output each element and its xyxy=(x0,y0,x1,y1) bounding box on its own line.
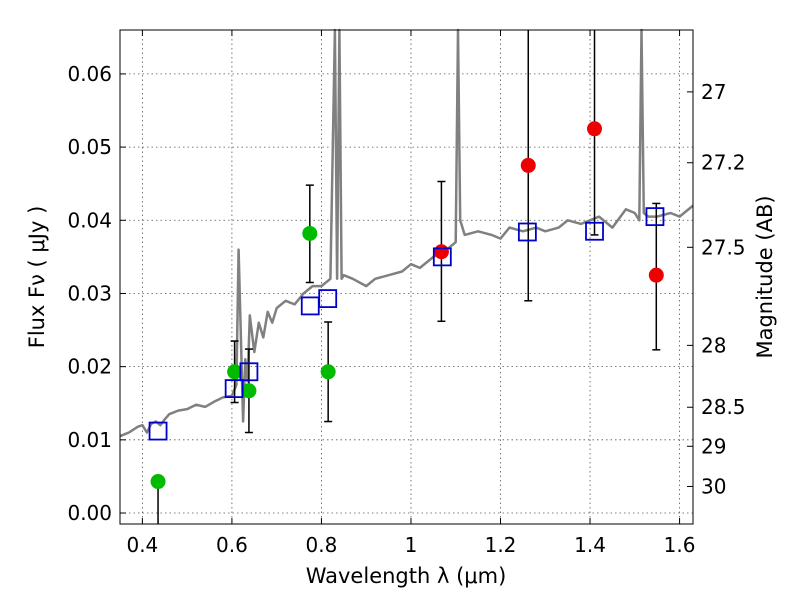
y-tick-label: 0.03 xyxy=(67,281,112,305)
y-tick-label: 0.05 xyxy=(67,135,112,159)
x-tick-label: 0.8 xyxy=(306,533,338,557)
x-tick-label: 1.6 xyxy=(664,533,696,557)
model-box-point xyxy=(585,221,604,241)
red-point xyxy=(433,244,449,260)
red-point xyxy=(648,267,664,283)
x-tick-label: 0.6 xyxy=(216,533,248,557)
magnitude-tick-label: 29 xyxy=(701,434,726,458)
green-point xyxy=(150,474,166,490)
plot-background xyxy=(120,30,693,524)
y-tick-label: 0.02 xyxy=(67,355,112,379)
green-point xyxy=(241,383,257,399)
model-box-point xyxy=(318,289,338,308)
magnitude-tick-label: 28.5 xyxy=(701,395,746,419)
red-points-layer xyxy=(433,30,664,351)
magnitude-tick-label: 28 xyxy=(701,333,726,357)
y-tick-label: 0.01 xyxy=(67,428,112,452)
y-tick-label: 0.00 xyxy=(67,501,112,525)
y-tick-label: 0.06 xyxy=(67,62,112,86)
x-axis-ticks: 0.4 0.6 0.8 1 1.2 1.4 1.6 xyxy=(126,30,695,557)
green-point xyxy=(320,364,336,380)
x-axis-label: Wavelength λ (μm) xyxy=(306,564,507,588)
y-tick-label: 0.04 xyxy=(67,208,112,232)
magnitude-axis-ticks: 27 27.2 27.5 28 28.5 29 30 xyxy=(687,80,746,498)
plot-frame xyxy=(119,29,694,525)
model-box-point xyxy=(224,379,244,399)
magnitude-tick-label: 27.5 xyxy=(701,235,746,259)
x-tick-label: 1.4 xyxy=(574,533,606,557)
red-point xyxy=(587,121,603,137)
y-axis-ticks: 0.00 0.01 0.02 0.03 0.04 0.05 0.06 xyxy=(67,62,126,525)
magnitude-tick-label: 27 xyxy=(701,80,726,104)
magnitude-tick-label: 30 xyxy=(701,474,726,498)
grid xyxy=(120,30,693,524)
model-points-layer xyxy=(148,207,665,441)
x-tick-label: 1 xyxy=(405,533,418,557)
model-box-point xyxy=(517,222,537,242)
green-points-layer xyxy=(150,184,336,524)
green-point xyxy=(227,364,243,380)
x-tick-label: 1.2 xyxy=(485,533,517,557)
model-box-point xyxy=(148,421,168,441)
model-box-point xyxy=(645,207,665,227)
right-axis-label: Magnitude (AB) xyxy=(753,195,777,358)
model-box-point xyxy=(239,362,259,382)
y-axis-label: Flux Fν ( μJy ) xyxy=(25,206,49,349)
x-tick-label: 0.4 xyxy=(126,533,158,557)
red-point xyxy=(520,157,536,173)
green-point xyxy=(302,225,318,241)
magnitude-tick-label: 27.2 xyxy=(701,151,746,175)
model-box-point xyxy=(432,247,452,267)
